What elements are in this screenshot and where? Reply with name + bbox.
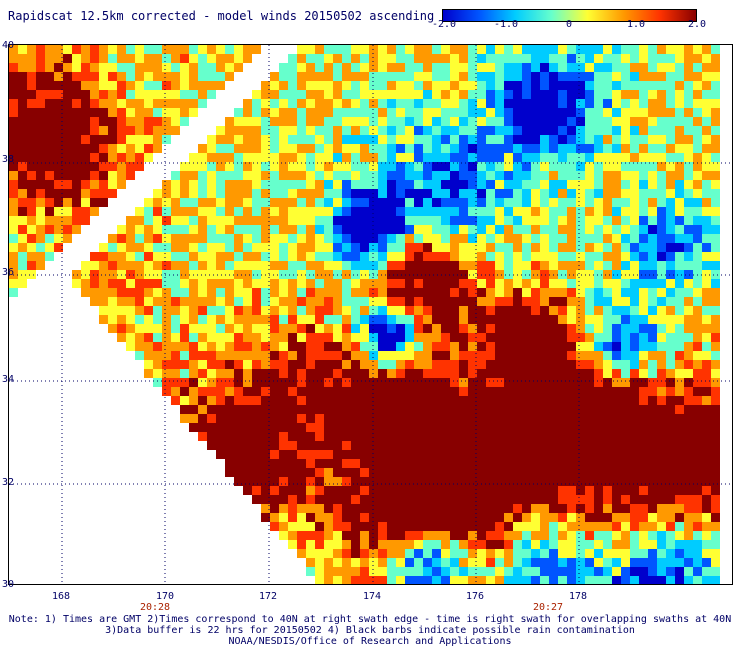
lat-label-40: 40 [2, 40, 15, 51]
map-title: Rapidscat 12.5km corrected - model winds… [8, 9, 435, 23]
colorbar-tick-neg1: -1.0 [493, 19, 519, 30]
footnotes: Note: 1) Times are GMT 2)Times correspon… [0, 614, 740, 647]
colorbar-tick-pos1: 1.0 [626, 19, 646, 30]
colorbar-tick-zero: 0 [565, 19, 573, 30]
lat-label-34: 34 [2, 374, 15, 385]
colorbar-tick-pos2: 2.0 [687, 19, 707, 30]
footnote-line: 3)Data buffer is 22 hrs for 20150502 4) … [105, 625, 635, 636]
colorbar-tick-neg2: -2.0 [431, 19, 457, 30]
lon-label-176: 176 [465, 591, 485, 602]
lon-label-168: 168 [51, 591, 71, 602]
wind-difference-cells [9, 45, 720, 584]
lon-label-172: 172 [258, 591, 278, 602]
lon-label-170: 170 [155, 591, 175, 602]
footnote-line: Note: 1) Times are GMT 2)Times correspon… [8, 614, 732, 625]
lon-label-178: 178 [568, 591, 588, 602]
wind-difference-heatmap [9, 45, 732, 584]
lat-label-30: 30 [2, 579, 15, 590]
lat-label-38: 38 [2, 154, 15, 165]
pass-time-label: 20:27 [532, 602, 564, 613]
pass-time-label: 20:28 [139, 602, 171, 613]
wind-difference-map [8, 44, 733, 585]
footnote-line: NOAA/NESDIS/Office of Research and Appli… [228, 636, 512, 647]
lon-label-174: 174 [362, 591, 382, 602]
lat-label-32: 32 [2, 477, 15, 488]
lat-label-36: 36 [2, 267, 15, 278]
colorbar [442, 9, 697, 22]
lat-lon-grid [9, 45, 732, 584]
